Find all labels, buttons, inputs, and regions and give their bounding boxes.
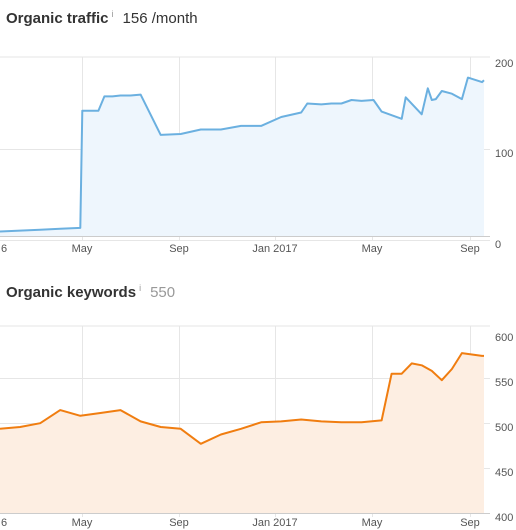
organic-keywords-panel: Organic keywords i 550 6 May Sep Jan 2017 Ma… [0, 276, 516, 530]
x-tick-label: 6 [1, 517, 7, 529]
x-tick-label: May [72, 517, 93, 529]
y-tick-label: 100 [495, 148, 513, 160]
y-tick-label: 500 [495, 422, 513, 434]
organic-keywords-chart: 6 May Sep Jan 2017 May Sep 600 550 500 450 400 [0, 325, 513, 529]
info-icon[interactable]: i [111, 9, 114, 19]
x-tick-label: 6 [1, 243, 7, 255]
x-tick-label: Jan 2017 [252, 517, 297, 529]
organic-keywords-value: 550 [150, 284, 176, 301]
organic-traffic-chart: 6 May Sep Jan 2017 May Sep 200 100 0 [0, 56, 513, 255]
x-tick-label: Sep [169, 517, 189, 529]
organic-traffic-title: Organic traffic [6, 10, 109, 27]
y-tick-label: 450 [495, 467, 513, 479]
y-tick-label: 0 [495, 239, 501, 251]
x-tick-label: May [362, 243, 383, 255]
series-area [0, 353, 484, 513]
y-tick-label: 550 [495, 377, 513, 389]
y-tick-label: 200 [495, 58, 513, 70]
x-tick-label: Sep [169, 243, 189, 255]
organic-traffic-panel: Organic traffic i 156 /month 6 May Sep Jan … [0, 9, 513, 255]
y-tick-label: 600 [495, 332, 513, 344]
x-tick-label: Sep [460, 517, 480, 529]
organic-keywords-header: Organic keywords i 550 [6, 283, 176, 301]
info-icon[interactable]: i [139, 283, 142, 293]
x-tick-label: Jan 2017 [252, 243, 297, 255]
organic-traffic-header: Organic traffic i 156 /month [6, 9, 198, 27]
series-line [0, 352, 484, 445]
organic-keywords-title: Organic keywords [6, 284, 137, 301]
organic-traffic-value: 156 /month [122, 10, 198, 27]
x-tick-label: May [72, 243, 93, 255]
y-tick-label: 400 [495, 512, 513, 524]
series-area [0, 77, 484, 236]
x-tick-label: May [362, 517, 383, 529]
x-tick-label: Sep [460, 243, 480, 255]
